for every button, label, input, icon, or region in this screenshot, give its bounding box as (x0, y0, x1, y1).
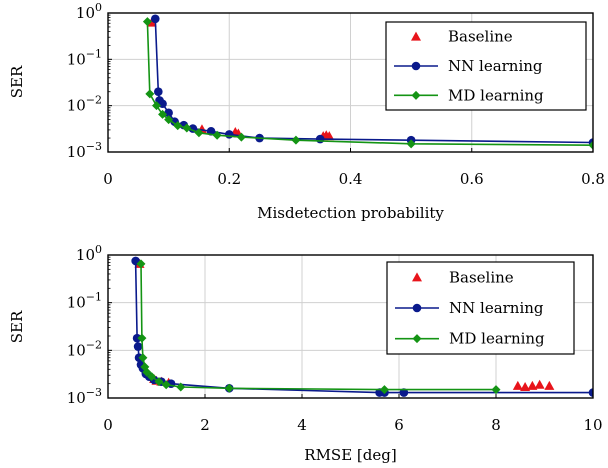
data-point (173, 121, 183, 131)
data-point (224, 383, 234, 393)
legend-marker (411, 61, 421, 71)
legend-item-nn-learning: NN learning (395, 299, 544, 317)
data-point (588, 388, 593, 397)
axes-frame (107, 254, 594, 399)
legend: Baseline NN learning MD learning (385, 21, 587, 111)
data-point (527, 380, 538, 390)
x-axis-label: Misdetection probability (257, 204, 444, 222)
data-point (137, 333, 147, 343)
data-point (491, 385, 501, 395)
legend-marker (412, 303, 422, 313)
data-point (142, 367, 152, 377)
data-point (399, 388, 409, 397)
legend-item-baseline: Baseline (411, 28, 513, 46)
chart-panel-2: 0 2 4 6 8 10 100 10−1 10−2 10−3 RMSE [deg] SER Basel… (8, 243, 603, 464)
data-point (291, 135, 301, 145)
y-tick-label: 100 (76, 243, 102, 264)
y-axis-label: SER (8, 65, 26, 98)
legend-label: Baseline (449, 268, 514, 286)
legend-item-md-learning: MD learning (394, 86, 544, 104)
data-point (152, 101, 161, 111)
x-tick-label: 0.8 (581, 170, 605, 188)
data-point (520, 382, 531, 392)
legend-marker (412, 272, 422, 282)
data-point (406, 139, 416, 149)
legend-label: MD learning (448, 86, 544, 104)
plot-area (131, 256, 593, 397)
data-point (224, 130, 234, 139)
x-tick-label: 0.4 (339, 170, 363, 188)
data-point (212, 130, 222, 140)
data-point (544, 380, 555, 390)
y-tick-label: 10−1 (67, 47, 102, 68)
data-point (147, 372, 157, 382)
y-tick-label: 10−2 (67, 94, 102, 115)
axes-frame (107, 12, 594, 153)
y-tick-label: 10−3 (67, 386, 102, 407)
x-tick-label: 8 (491, 416, 501, 434)
legend-item-nn-learning: NN learning (394, 57, 543, 75)
data-point (534, 379, 545, 389)
data-point (132, 333, 142, 343)
data-point (145, 89, 155, 99)
data-point (164, 108, 173, 118)
chart-panel-1: 0 0.2 0.4 0.6 0.8 100 10−1 10−2 10−3 Misdetection… (8, 1, 605, 222)
y-axis-label: SER (8, 310, 26, 343)
data-point (154, 87, 163, 97)
data-point (512, 380, 523, 390)
data-point (315, 134, 325, 144)
data-point (236, 132, 246, 142)
series-md-learning (142, 17, 593, 150)
data-point (176, 382, 186, 392)
data-point (182, 123, 192, 133)
y-tick-label: 10−1 (67, 291, 102, 312)
legend-item-baseline: Baseline (412, 268, 514, 286)
x-tick-label: 6 (394, 416, 404, 434)
data-point (194, 128, 204, 138)
data-point (158, 109, 168, 119)
legend-marker (411, 90, 421, 100)
legend-label: Baseline (448, 28, 513, 46)
data-point (161, 380, 171, 390)
y-tick-label: 10−2 (67, 338, 102, 359)
x-tick-label: 0 (103, 416, 113, 434)
x-tick-label: 0.6 (460, 170, 484, 188)
legend: Baseline NN learning MD learning (386, 261, 575, 355)
x-tick-label: 4 (297, 416, 307, 434)
x-tick-label: 0.2 (217, 170, 241, 188)
x-tick-label: 2 (200, 416, 210, 434)
plot-area (142, 14, 593, 150)
legend-label: NN learning (448, 57, 543, 75)
legend-label: NN learning (449, 299, 544, 317)
data-point (324, 131, 335, 141)
data-point (142, 17, 152, 27)
x-tick-label: 0 (103, 170, 113, 188)
data-point (138, 353, 148, 363)
legend-marker (412, 334, 422, 344)
data-point (379, 385, 389, 395)
legend-item-md-learning: MD learning (395, 330, 545, 348)
data-point (150, 14, 160, 24)
legend-marker (411, 31, 421, 41)
x-tick-label: 10 (583, 416, 602, 434)
data-point (164, 115, 174, 125)
data-point (154, 377, 164, 387)
data-point (136, 259, 146, 269)
data-point (133, 342, 143, 351)
y-tick-label: 10−3 (67, 140, 102, 161)
series-md-learning (136, 259, 501, 395)
y-tick-label: 100 (76, 1, 102, 22)
data-point (588, 140, 593, 150)
x-axis-label: RMSE [deg] (304, 446, 396, 464)
legend-label: MD learning (449, 330, 545, 348)
